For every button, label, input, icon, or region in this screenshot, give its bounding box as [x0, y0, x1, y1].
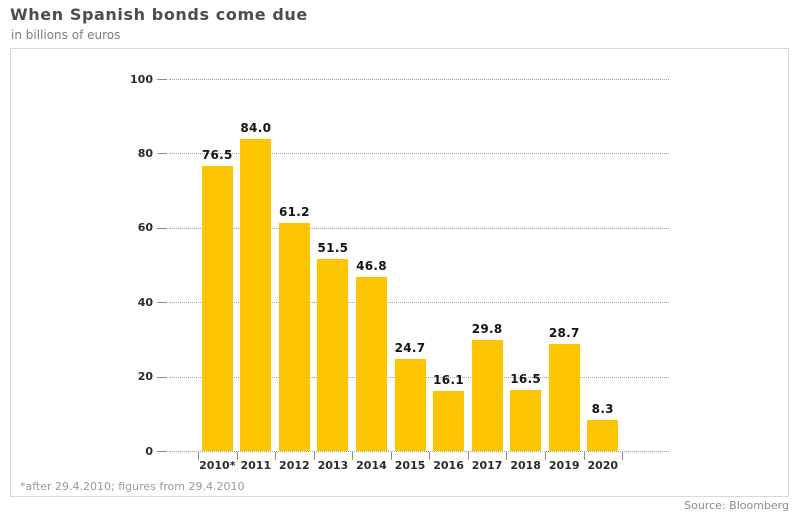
x-tick-mark	[544, 452, 546, 460]
chart-title: When Spanish bonds come due	[10, 5, 308, 24]
bar-value-label: 61.2	[278, 205, 310, 220]
y-tick-label: 40	[137, 295, 153, 309]
x-tick-mark	[583, 452, 585, 460]
x-tick-mark	[275, 452, 277, 460]
x-tick-mark	[236, 452, 238, 460]
bar	[548, 344, 580, 451]
x-tick-label: 2015	[394, 459, 426, 472]
y-tick-label: 0	[145, 444, 153, 458]
bar	[355, 276, 387, 451]
x-tick-label: 2020	[587, 459, 619, 472]
y-tick-label: 20	[137, 370, 153, 384]
bar-value-label: 16.1	[433, 373, 464, 388]
y-tick-label: 60	[137, 221, 153, 235]
chart-subtitle: in billions of euros	[11, 28, 121, 42]
x-tick-label: 2018	[510, 459, 541, 472]
y-tick-label: 100	[130, 72, 153, 86]
y-tick-dash	[157, 302, 167, 304]
x-tick-label: 2016	[433, 459, 464, 472]
x-tick-mark	[352, 452, 354, 460]
gridline	[169, 451, 669, 452]
bar	[510, 389, 542, 451]
x-tick-label: 2010*	[199, 459, 236, 472]
y-tick-dash	[157, 153, 167, 155]
gridline	[169, 302, 669, 304]
x-tick-label: 2014	[356, 459, 387, 472]
bar-value-label: 28.7	[548, 326, 580, 341]
bar-value-label: 16.5	[510, 371, 542, 386]
bar-value-label: 84.0	[240, 120, 272, 135]
bar	[394, 359, 426, 451]
y-tick-dash	[157, 227, 167, 229]
bar-value-label: 8.3	[591, 402, 614, 417]
x-tick-mark	[429, 452, 431, 460]
x-tick-mark	[506, 452, 508, 460]
x-tick-label: 2017	[471, 459, 503, 472]
bar-value-label: 46.8	[356, 258, 387, 273]
x-tick-mark	[198, 452, 199, 460]
bar	[587, 420, 619, 451]
x-tick-mark	[622, 452, 624, 460]
y-tick-label: 80	[137, 146, 153, 160]
x-tick-label: 2019	[548, 459, 580, 472]
source-label: Source: Bloomberg	[684, 499, 789, 512]
bar-value-label: 51.5	[317, 241, 349, 256]
y-tick-dash	[157, 79, 167, 80]
gridline	[169, 227, 669, 229]
x-tick-mark	[390, 452, 392, 460]
bar	[317, 259, 349, 451]
gridline	[169, 153, 669, 155]
x-tick-label: 2012	[279, 459, 310, 472]
bar	[278, 223, 310, 451]
bar	[201, 166, 233, 451]
bar	[240, 138, 272, 451]
x-tick-mark	[313, 452, 315, 460]
bar-value-label: 76.5	[201, 148, 233, 163]
x-tick-mark	[467, 452, 469, 460]
chart-frame: 100 80 60 40 20 0 76.5 84.0 61.2 51.5 46.8 24.7 16.1…	[10, 48, 789, 497]
bar-value-label: 24.7	[394, 341, 426, 356]
x-tick-label: 2011	[240, 459, 272, 472]
bar	[471, 340, 503, 451]
x-tick-label: 2013	[317, 459, 349, 472]
gridline	[169, 79, 669, 80]
bar-value-label: 29.8	[471, 322, 503, 337]
y-tick-dash	[157, 376, 167, 378]
y-tick-dash	[157, 451, 167, 452]
chart-footnote: *after 29.4.2010; figures from 29.4.2010	[20, 480, 245, 493]
bar	[433, 391, 465, 451]
